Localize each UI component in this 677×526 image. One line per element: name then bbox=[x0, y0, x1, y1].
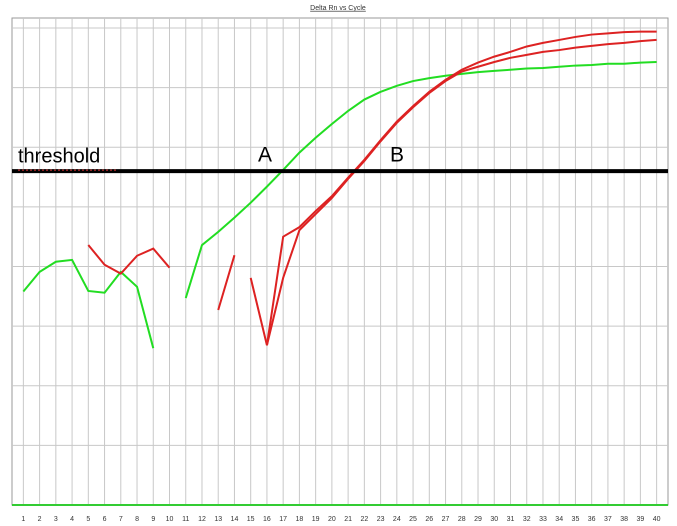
x-tick-label: 5 bbox=[86, 516, 90, 523]
data-line bbox=[87, 30, 657, 346]
x-tick-label: 17 bbox=[279, 516, 287, 523]
data-line bbox=[249, 38, 657, 346]
x-tick-label: 21 bbox=[344, 516, 352, 523]
x-tick-label: 16 bbox=[263, 516, 271, 523]
plot-frame bbox=[11, 17, 669, 506]
x-tick-label: 7 bbox=[119, 516, 123, 523]
x-tick-label: 18 bbox=[296, 516, 304, 523]
x-tick-label: 19 bbox=[312, 516, 320, 523]
x-tick-label: 33 bbox=[539, 516, 547, 523]
x-tick-label: 32 bbox=[523, 516, 531, 523]
x-tick-label: 24 bbox=[393, 516, 401, 523]
x-tick-label: 22 bbox=[360, 516, 368, 523]
x-tick-label: 26 bbox=[425, 516, 433, 523]
data-line bbox=[22, 60, 657, 349]
x-tick-label: 34 bbox=[555, 516, 563, 523]
annotation: A bbox=[258, 144, 272, 167]
x-tick-label: 2 bbox=[38, 516, 42, 523]
x-tick-label: 11 bbox=[182, 516, 189, 523]
x-tick-label: 31 bbox=[507, 516, 515, 523]
x-tick-label: 27 bbox=[442, 516, 450, 523]
x-tick-label: 29 bbox=[474, 516, 482, 523]
x-tick-label: 4 bbox=[70, 516, 74, 523]
x-tick-label: 36 bbox=[588, 516, 596, 523]
x-tick-label: 23 bbox=[377, 516, 385, 523]
x-tick-label: 10 bbox=[166, 516, 174, 523]
x-tick-label: 30 bbox=[490, 516, 498, 523]
x-tick-label: 9 bbox=[151, 516, 155, 523]
x-tick-label: 39 bbox=[636, 516, 644, 523]
x-tick-label: 38 bbox=[620, 516, 628, 523]
x-tick-label: 3 bbox=[54, 516, 58, 523]
x-tick-label: 13 bbox=[214, 516, 222, 523]
x-tick-label: 37 bbox=[604, 516, 612, 523]
x-tick-label: 25 bbox=[409, 516, 417, 523]
x-tick-label: 8 bbox=[135, 516, 139, 523]
chart-title: Delta Rn vs Cycle bbox=[310, 5, 366, 12]
x-tick-label: 14 bbox=[231, 516, 239, 523]
x-tick-label: 20 bbox=[328, 516, 336, 523]
x-tick-label: 15 bbox=[247, 516, 255, 523]
x-tick-label: 40 bbox=[653, 516, 661, 523]
x-tick-label: 1 bbox=[21, 516, 25, 523]
threshold-label: threshold bbox=[18, 145, 100, 167]
x-tick-label: 6 bbox=[103, 516, 107, 523]
x-tick-label: 35 bbox=[572, 516, 580, 523]
x-tick-label: 28 bbox=[458, 516, 466, 523]
annotation: B bbox=[390, 144, 404, 167]
x-tick-label: 12 bbox=[198, 516, 206, 523]
